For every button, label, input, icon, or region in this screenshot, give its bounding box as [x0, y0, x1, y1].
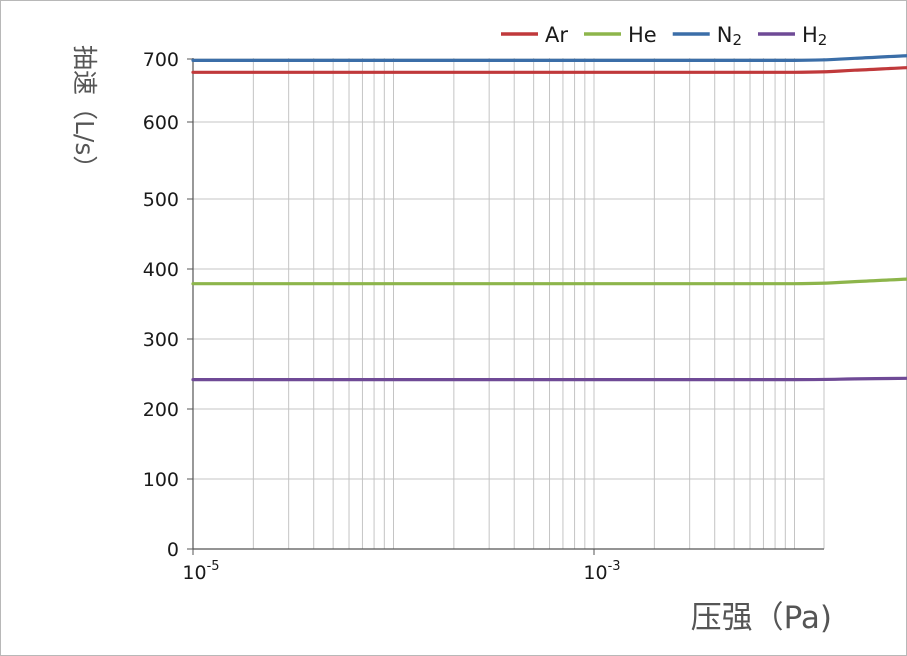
legend-label: He [628, 23, 657, 47]
legend-item-ar: Ar [501, 23, 568, 47]
legend: Ar He N2 H2 [501, 23, 827, 49]
y-tick-label: 200 [143, 399, 179, 421]
x-axis-label: 压强（Pa) [691, 600, 832, 636]
series-line-h2 [191, 376, 907, 382]
legend-item-h2: H2 [757, 23, 827, 49]
legend-label: H2 [802, 23, 827, 49]
legend-label: N2 [717, 23, 742, 49]
series-line-n2 [191, 54, 907, 63]
grid [193, 58, 825, 549]
axes [192, 58, 824, 550]
series-lines [191, 54, 907, 382]
y-tick-label: 100 [143, 469, 179, 491]
y-tick-label: 300 [143, 329, 179, 351]
y-tick-labels: 0 100 200 300 400 500 600 700 [143, 49, 193, 561]
series-line-ar [191, 66, 907, 75]
y-tick-label: 0 [167, 539, 179, 561]
y-tick-label: 700 [143, 49, 179, 71]
legend-item-n2: N2 [672, 23, 742, 49]
x-tick-label: 10-5 [182, 559, 219, 584]
legend-item-he: He [584, 23, 657, 47]
y-tick-label: 400 [143, 259, 179, 281]
x-tick-label: 10-3 [583, 559, 620, 584]
y-tick-label: 600 [143, 112, 179, 134]
y-axis-label: 抽速（L/s） [70, 45, 99, 180]
series-line-he [191, 277, 907, 286]
x-tick-labels: 10-510-310-110 0 [182, 549, 621, 584]
legend-label: Ar [545, 23, 568, 47]
y-tick-label: 500 [143, 189, 179, 211]
